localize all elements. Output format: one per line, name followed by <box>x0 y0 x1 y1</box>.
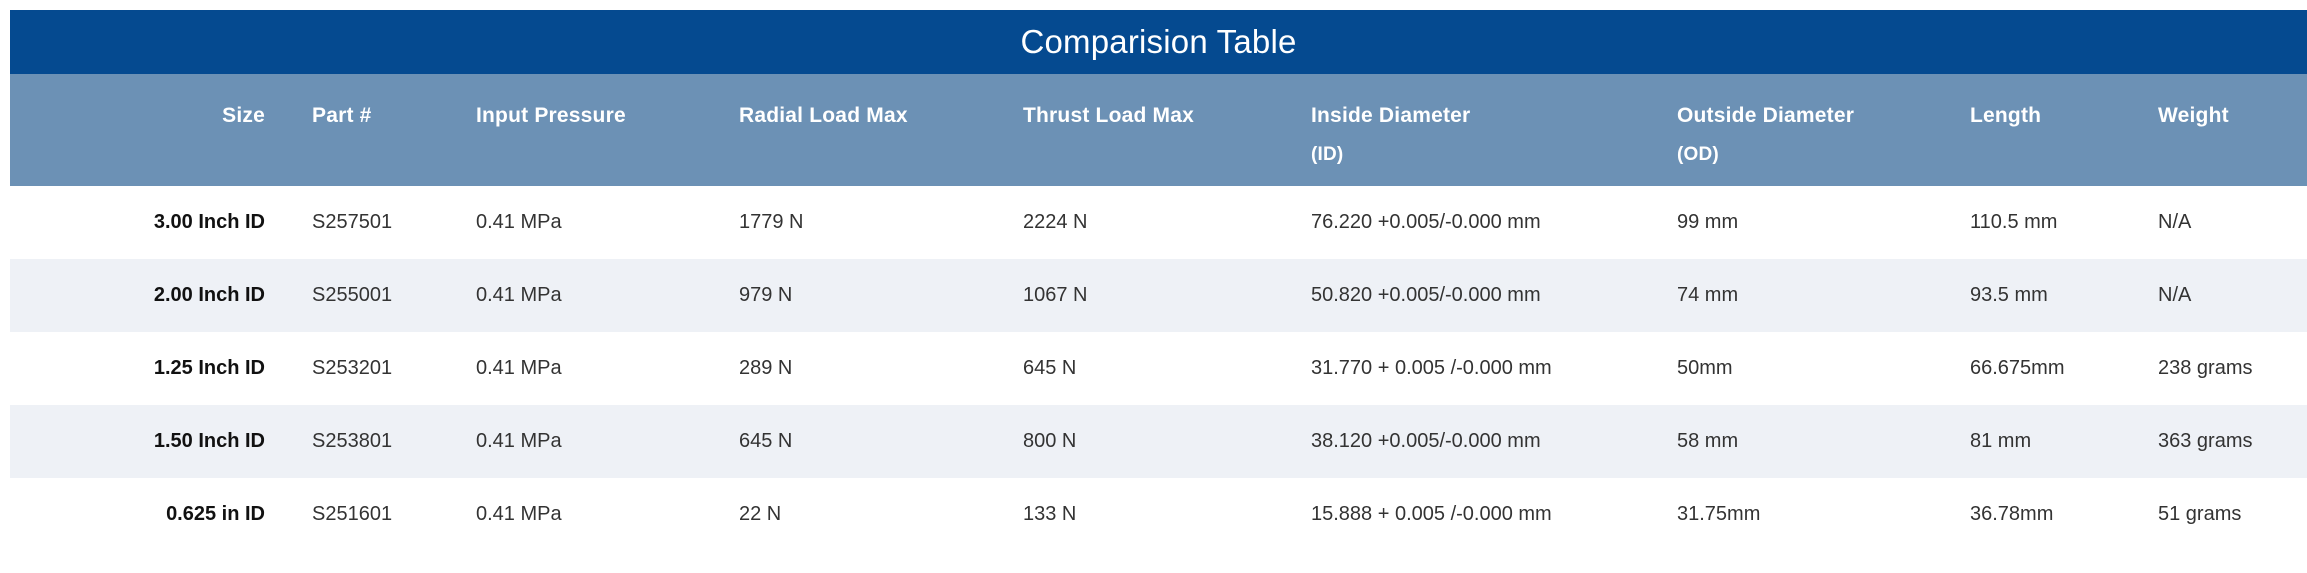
column-header-thrust-load-max: Thrust Load Max <box>1013 74 1301 186</box>
comparison-table: Comparision Table Size Part # Input Pressu… <box>10 10 2307 551</box>
cell-input-pressure: 0.41 MPa <box>476 211 562 233</box>
table-row: 0.625 in ID S251601 0.41 MPa 22 N 133 N 15.88… <box>10 478 2307 551</box>
cell-input-pressure: 0.41 MPa <box>476 284 562 306</box>
cell-weight: 363 grams <box>2158 430 2253 452</box>
column-header-inside-diameter: Inside Diameter (ID) <box>1301 74 1667 186</box>
column-header-weight: Weight <box>2148 74 2307 186</box>
cell-part: S257501 <box>312 211 393 233</box>
table-title-bar: Comparision Table <box>10 10 2307 74</box>
column-header-part: Part # <box>302 74 466 186</box>
cell-size: 0.625 in ID <box>166 503 265 525</box>
column-header-outside-diameter: Outside Diameter (OD) <box>1667 74 1960 186</box>
table-row: 1.50 Inch ID S253801 0.41 MPa 645 N 800 N 38.… <box>10 405 2307 478</box>
column-header-label: Part # <box>312 104 372 127</box>
column-header-label: Size <box>222 104 265 127</box>
cell-weight: N/A <box>2158 284 2192 306</box>
cell-inside-diameter: 38.120 +0.005/-0.000 mm <box>1311 430 1541 452</box>
column-header-sublabel: (ID) <box>1311 144 1344 165</box>
cell-outside-diameter: 99 mm <box>1677 211 1739 233</box>
cell-outside-diameter: 74 mm <box>1677 284 1739 306</box>
cell-size: 1.25 Inch ID <box>153 357 265 379</box>
cell-input-pressure: 0.41 MPa <box>476 503 562 525</box>
column-header-label: Inside Diameter <box>1311 104 1471 127</box>
table-row: 3.00 Inch ID S257501 0.41 MPa 1779 N 2224 N 7… <box>10 186 2307 259</box>
cell-part: S253801 <box>312 430 393 452</box>
page: Comparision Table Size Part # Input Pressu… <box>10 10 2307 551</box>
cell-size: 1.50 Inch ID <box>153 430 265 452</box>
cell-input-pressure: 0.41 MPa <box>476 430 562 452</box>
cell-thrust-load-max: 800 N <box>1023 430 1077 452</box>
cell-length: 36.78mm <box>1970 503 2054 525</box>
cell-thrust-load-max: 1067 N <box>1023 284 1088 306</box>
cell-size: 2.00 Inch ID <box>153 284 265 306</box>
column-header-label: Length <box>1970 104 2042 127</box>
cell-outside-diameter: 50mm <box>1677 357 1733 379</box>
column-header-radial-load-max: Radial Load Max <box>729 74 1013 186</box>
cell-part: S251601 <box>312 503 393 525</box>
cell-outside-diameter: 31.75mm <box>1677 503 1761 525</box>
cell-weight: 238 grams <box>2158 357 2253 379</box>
cell-radial-load-max: 1779 N <box>739 211 804 233</box>
cell-inside-diameter: 15.888 + 0.005 /-0.000 mm <box>1311 503 1552 525</box>
cell-radial-load-max: 22 N <box>739 503 782 525</box>
cell-length: 93.5 mm <box>1970 284 2048 306</box>
column-header-label: Weight <box>2158 104 2229 127</box>
cell-radial-load-max: 289 N <box>739 357 793 379</box>
cell-radial-load-max: 645 N <box>739 430 793 452</box>
column-header-label: Input Pressure <box>476 104 626 127</box>
cell-thrust-load-max: 645 N <box>1023 357 1077 379</box>
cell-part: S255001 <box>312 284 393 306</box>
cell-size: 3.00 Inch ID <box>153 211 265 233</box>
column-header-sublabel: (OD) <box>1677 144 1719 165</box>
cell-weight: 51 grams <box>2158 503 2242 525</box>
column-header-length: Length <box>1960 74 2148 186</box>
cell-weight: N/A <box>2158 211 2192 233</box>
cell-part: S253201 <box>312 357 393 379</box>
column-header-label: Thrust Load Max <box>1023 104 1195 127</box>
cell-inside-diameter: 76.220 +0.005/-0.000 mm <box>1311 211 1541 233</box>
spec-table: Size Part # Input Pressure Radial Load Max T… <box>10 74 2307 551</box>
cell-radial-load-max: 979 N <box>739 284 793 306</box>
cell-length: 110.5 mm <box>1970 211 2058 233</box>
table-row: 2.00 Inch ID S255001 0.41 MPa 979 N 1067 N 50… <box>10 259 2307 332</box>
cell-inside-diameter: 50.820 +0.005/-0.000 mm <box>1311 284 1541 306</box>
column-header-size: Size <box>10 74 302 186</box>
cell-length: 81 mm <box>1970 430 2032 452</box>
cell-length: 66.675mm <box>1970 357 2065 379</box>
table-title: Comparision Table <box>1020 23 1297 60</box>
cell-outside-diameter: 58 mm <box>1677 430 1739 452</box>
cell-thrust-load-max: 2224 N <box>1023 211 1088 233</box>
cell-input-pressure: 0.41 MPa <box>476 357 562 379</box>
cell-inside-diameter: 31.770 + 0.005 /-0.000 mm <box>1311 357 1552 379</box>
table-header-row: Size Part # Input Pressure Radial Load Max T… <box>10 74 2307 186</box>
column-header-input-pressure: Input Pressure <box>466 74 729 186</box>
column-header-label: Outside Diameter <box>1677 104 1855 127</box>
table-row: 1.25 Inch ID S253201 0.41 MPa 289 N 645 N 31.… <box>10 332 2307 405</box>
cell-thrust-load-max: 133 N <box>1023 503 1077 525</box>
column-header-label: Radial Load Max <box>739 104 908 127</box>
